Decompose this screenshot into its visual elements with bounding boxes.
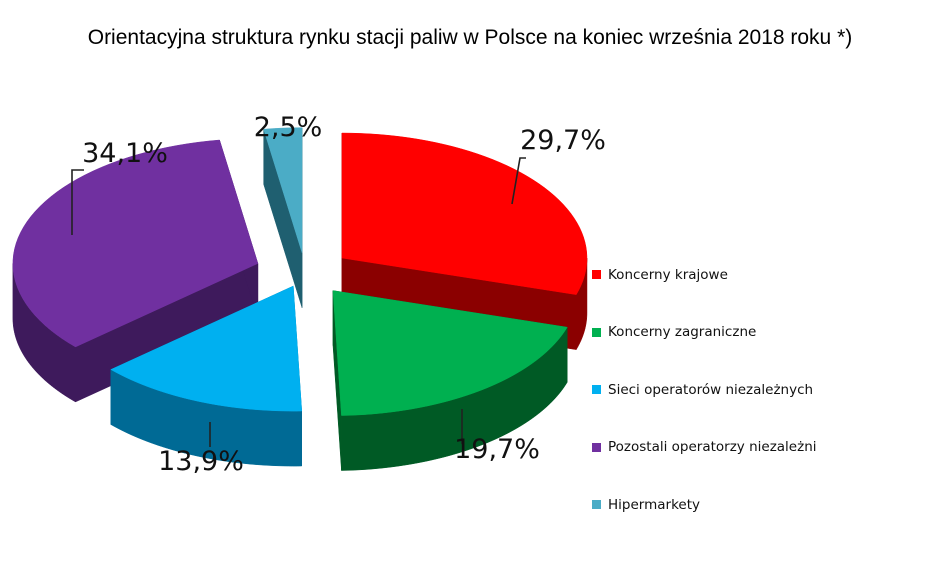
legend-label: Hipermarkety [608,496,700,513]
pie-slice-top [341,132,588,295]
legend-item: Koncerny zagraniczne [592,304,922,362]
legend-swatch [592,385,601,395]
slice-value-label: 19,7% [454,434,540,465]
pie-slice-top [12,139,259,348]
chart-title: Orientacyjna struktura rynku stacji pali… [87,26,853,49]
pie-slice-top [332,290,568,416]
legend-item: Koncerny krajowe [592,246,922,304]
slice-value-label: 2,5% [254,112,323,143]
legend-swatch [592,270,601,280]
legend-item: Hipermarkety [592,476,922,534]
legend-swatch [592,327,601,337]
legend-item: Sieci operatorów niezależnych [592,361,922,419]
legend-label: Koncerny zagraniczne [608,324,757,341]
legend-label: Sieci operatorów niezależnych [608,381,814,398]
pie-slice [263,127,303,308]
legend-swatch [592,500,601,510]
pie-slice-top [110,285,302,412]
slice-value-label: 13,9% [158,446,244,477]
pie-slice [332,290,568,471]
legend: Koncerny krajowe Koncerny zagraniczne Si… [592,246,922,534]
legend-swatch [592,442,601,452]
legend-item: Pozostali operatorzy niezależni [592,419,922,477]
pie-slice [110,285,302,467]
slice-value-label: 29,7% [520,125,606,156]
pie-slice-top [263,127,303,253]
legend-label: Pozostali operatorzy niezależni [608,439,817,456]
slice-value-label: 34,1% [82,138,168,169]
leader-line [511,157,526,205]
legend-label: Koncerny krajowe [608,266,728,283]
leader-line [71,169,84,235]
